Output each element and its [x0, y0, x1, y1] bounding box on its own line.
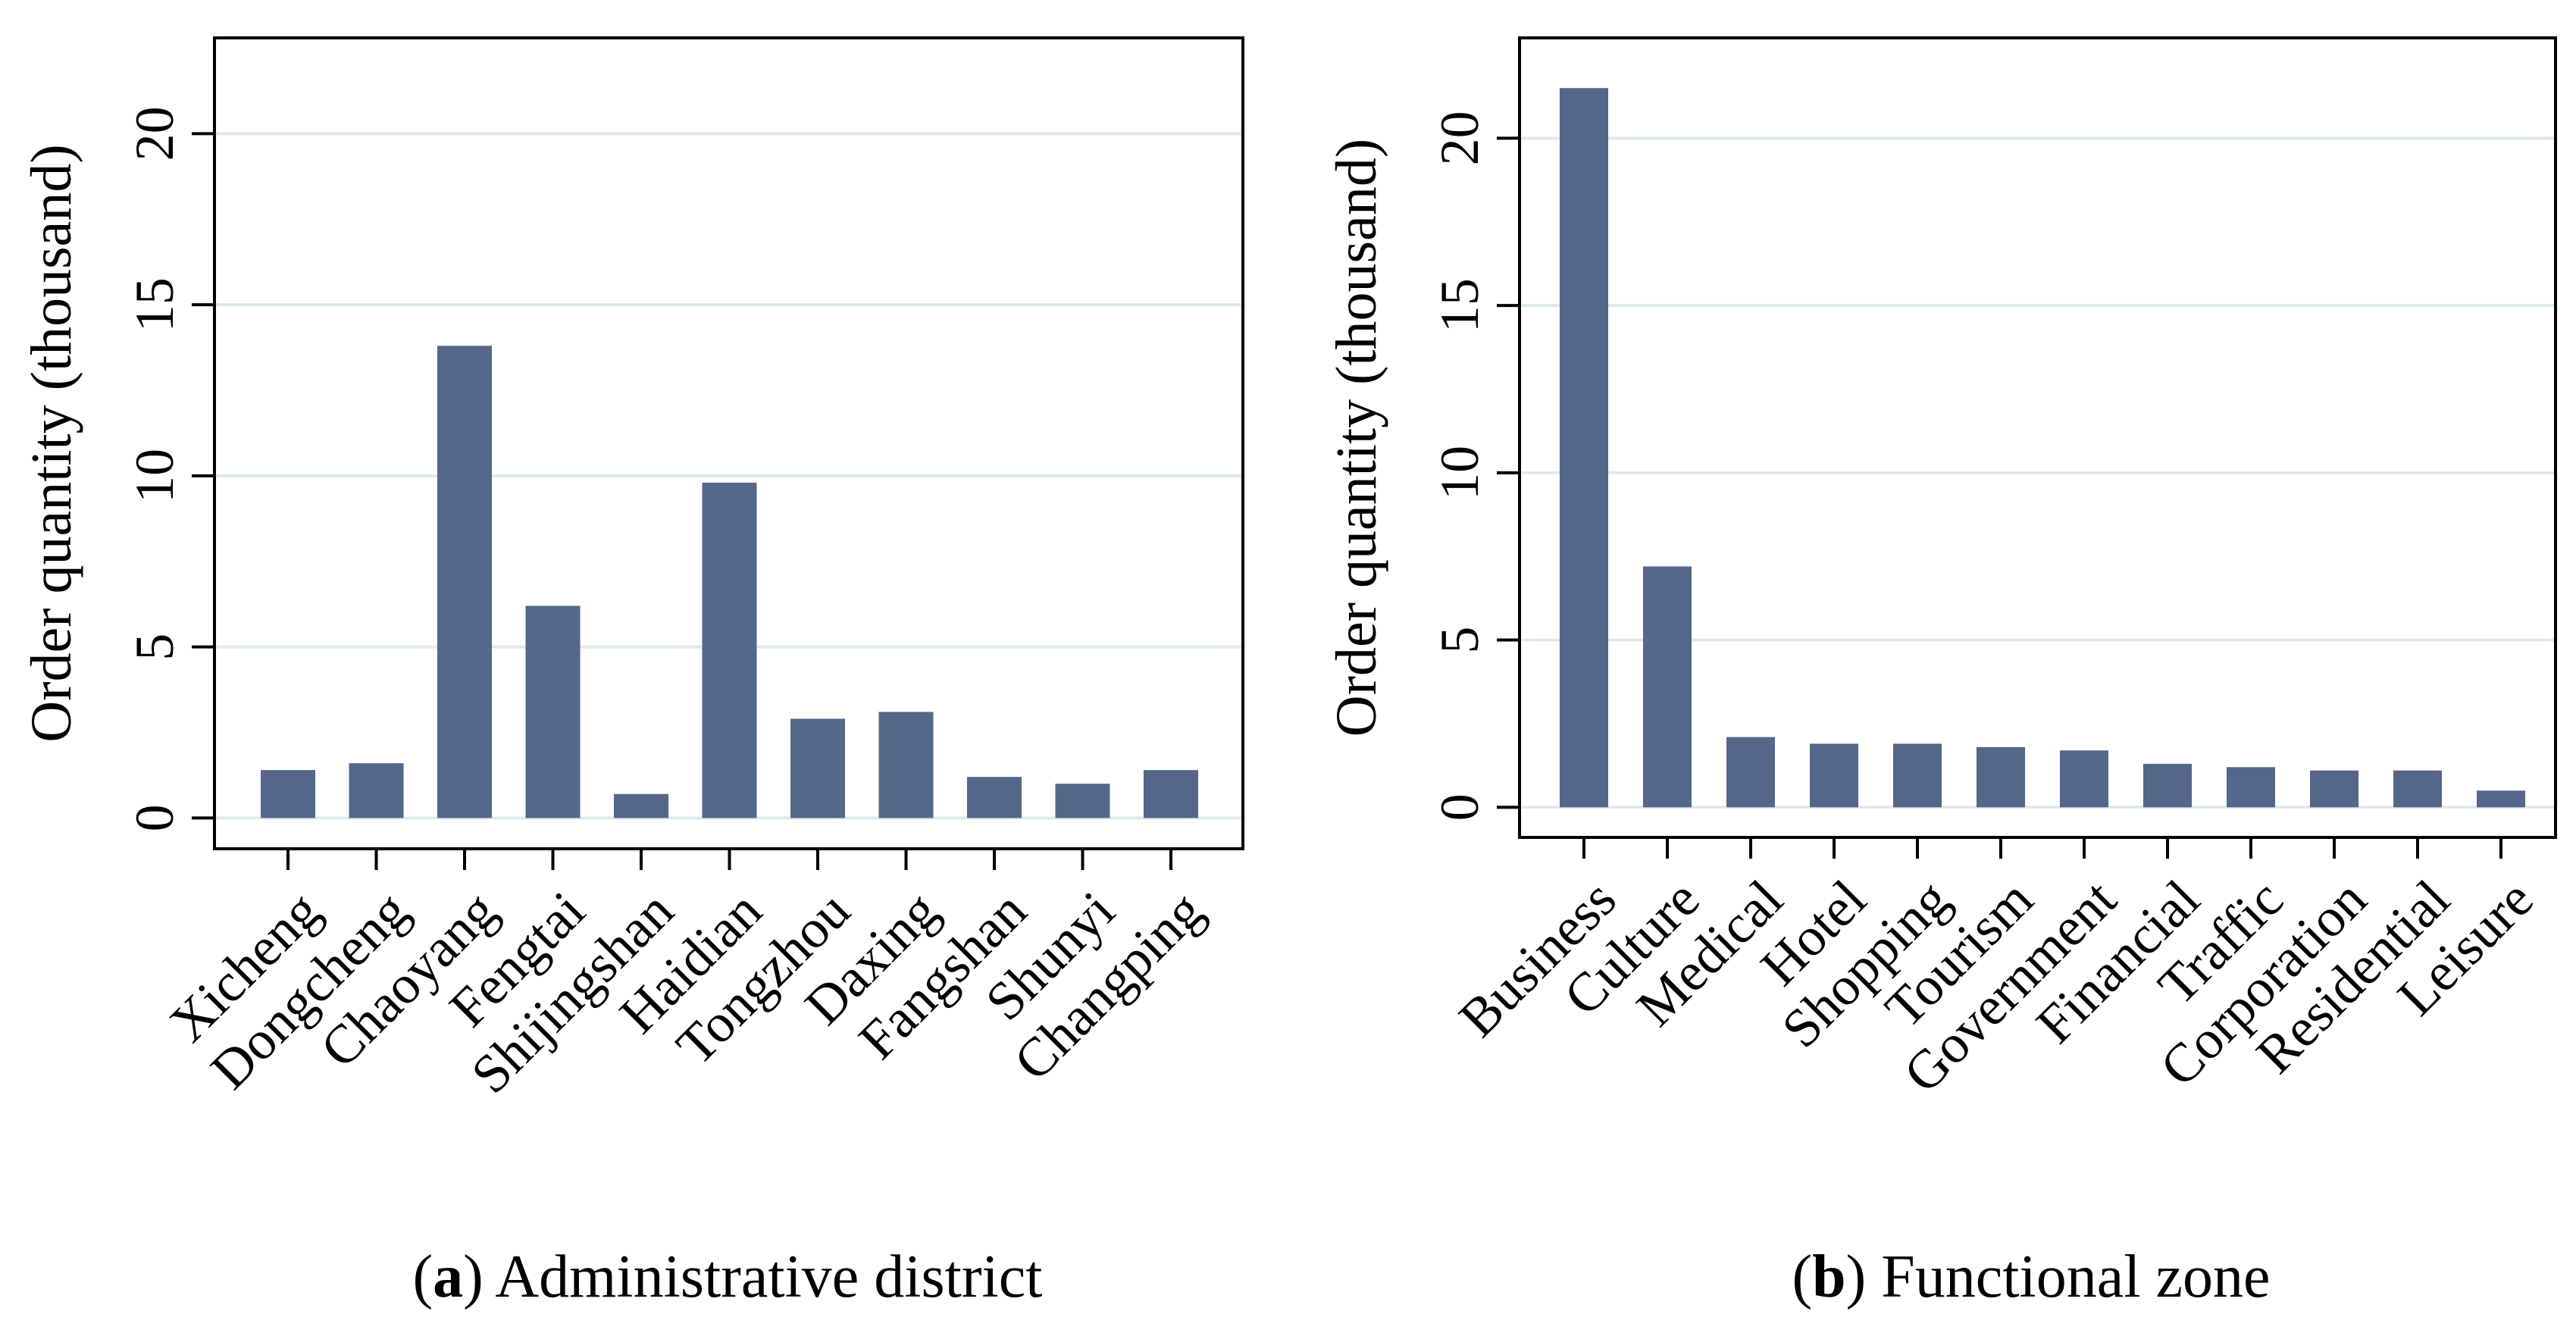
y-tick-label: 15 [1429, 278, 1490, 333]
bar-daxing [878, 712, 934, 818]
y-tick-label: 10 [124, 449, 185, 503]
bar-shijingshan [614, 793, 668, 818]
bar-traffic [2227, 767, 2275, 808]
bar-government [2060, 750, 2108, 808]
bar-haidian [702, 482, 757, 818]
bar-leisure [2477, 790, 2525, 808]
caption-a-letter: a [433, 1244, 464, 1310]
y-tick-label: 0 [124, 804, 185, 831]
caption-a-text: Administrative district [495, 1244, 1043, 1310]
y-tick-label: 10 [1429, 446, 1490, 500]
y-tick-label: 15 [124, 277, 185, 332]
y-tick-label: 5 [1429, 627, 1490, 654]
bar-fangshan [967, 777, 1022, 818]
y-tick-label: 20 [124, 106, 185, 161]
bar-changping [1144, 770, 1198, 818]
bar-financial [2143, 763, 2192, 808]
bar-fengtai [525, 606, 581, 818]
caption-b-text: Functional zone [1881, 1244, 2271, 1310]
bar-hotel [1810, 743, 1858, 808]
bar-medical [1726, 737, 1775, 808]
caption-a: (a) Administrative district [412, 1244, 1043, 1310]
bar-dongcheng [349, 763, 404, 818]
y-tick-label: 20 [1429, 111, 1490, 165]
bar-culture [1643, 566, 1692, 808]
y-axis-label: Order quantity (thousand) [20, 144, 83, 742]
plot-frame [1518, 36, 2557, 839]
y-tick-label: 5 [124, 634, 185, 661]
bar-residential [2393, 770, 2442, 808]
bar-corporation [2310, 770, 2358, 808]
bar-chaoyang [437, 346, 492, 818]
caption-b: (b) Functional zone [1792, 1244, 2271, 1310]
bar-tongzhou [790, 718, 845, 818]
bar-xicheng [261, 770, 315, 818]
caption-b-letter: b [1812, 1244, 1846, 1310]
y-axis-label: Order quantity (thousand) [1325, 139, 1388, 737]
y-tick-label: 0 [1429, 793, 1490, 821]
bar-tourism [1977, 746, 2025, 808]
bar-shunyi [1055, 784, 1110, 818]
bar-shopping [1893, 743, 1942, 808]
bar-business [1560, 88, 1608, 808]
